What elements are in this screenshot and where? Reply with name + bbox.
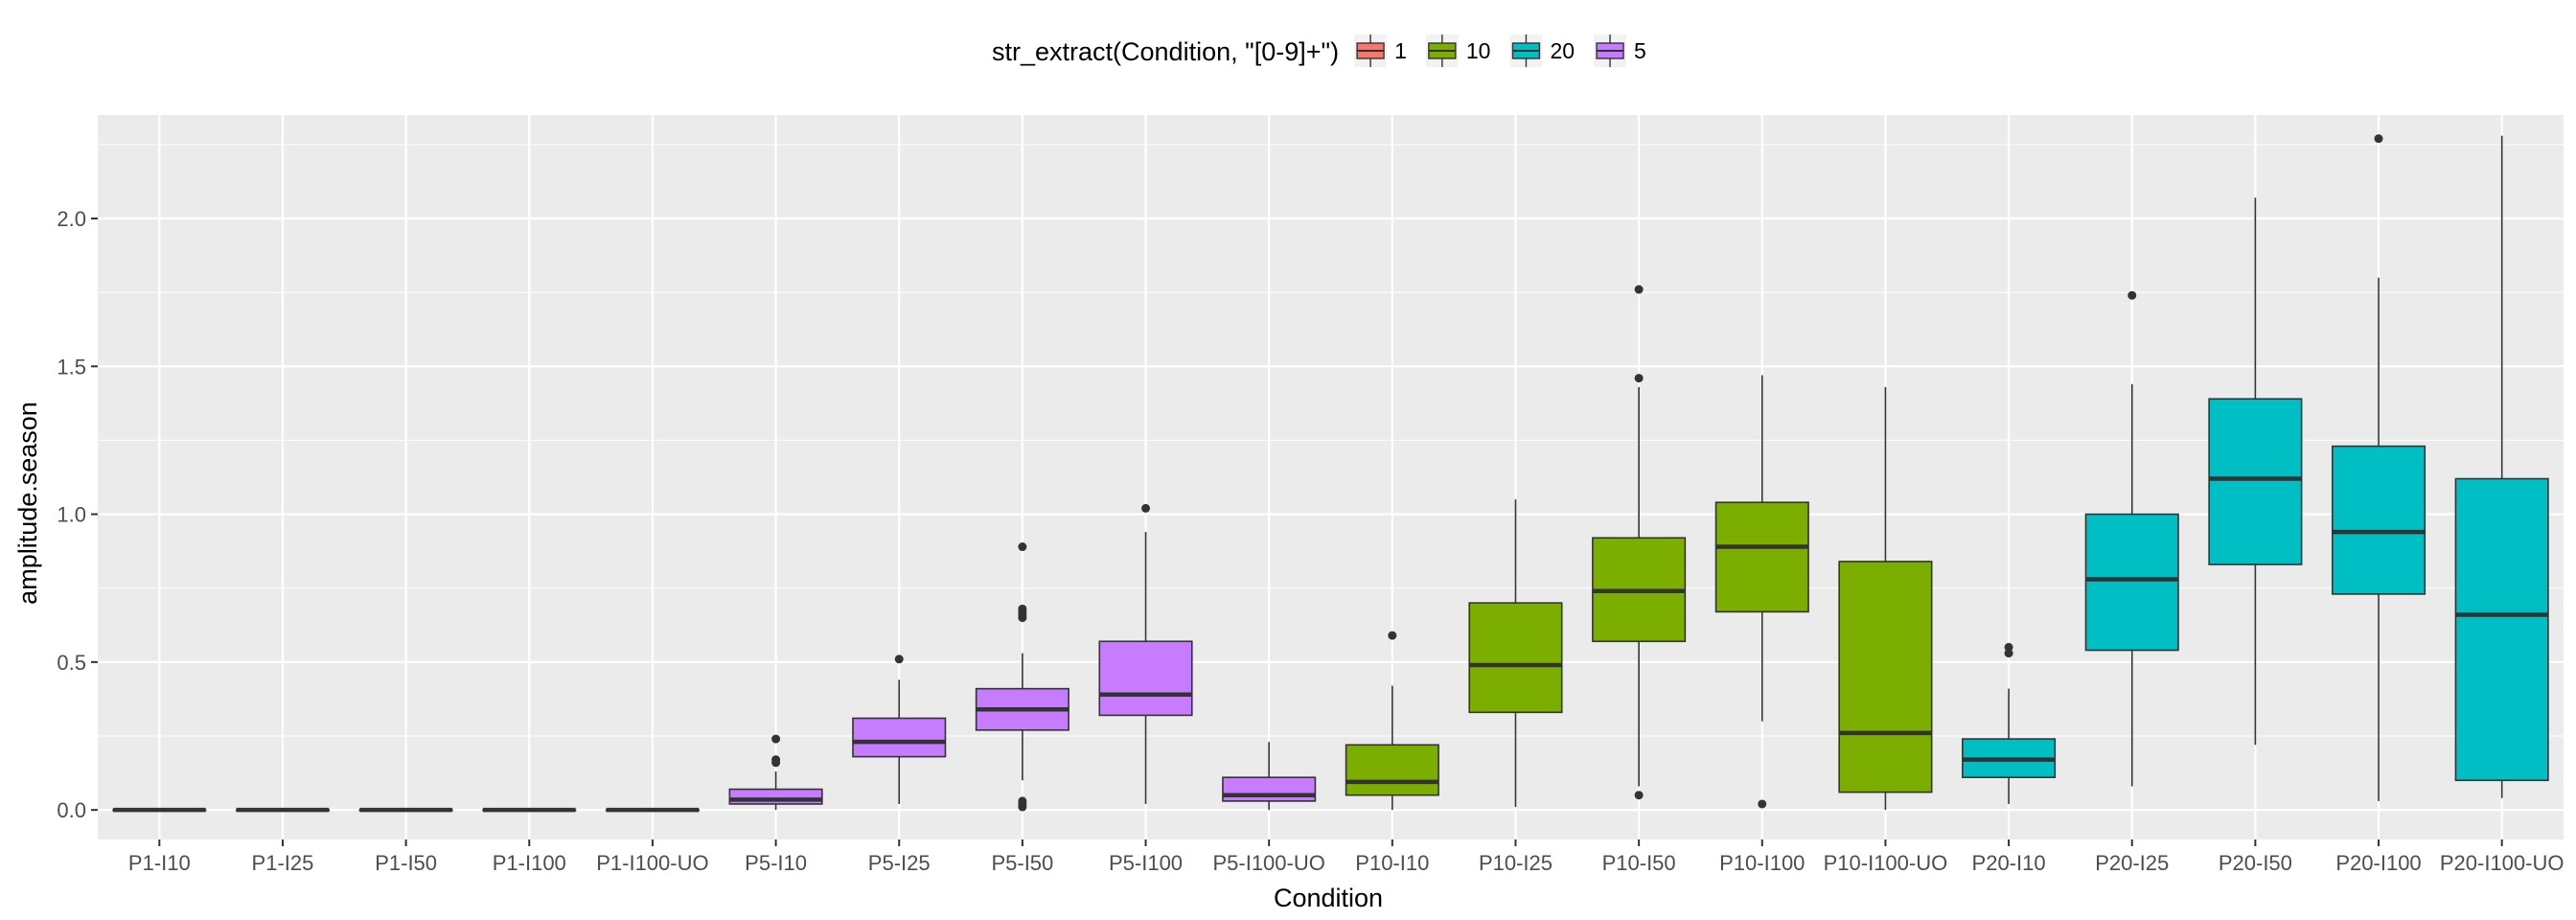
x-tick-label: P5-I10 <box>745 851 807 875</box>
x-tick-label: P20-I100 <box>2335 851 2421 875</box>
outlier-point <box>2004 642 2013 652</box>
outlier-point <box>1634 791 1644 800</box>
outlier-point <box>1141 503 1151 513</box>
outlier-point <box>1018 542 1027 552</box>
outlier-point <box>1634 374 1644 383</box>
x-tick-label: P1-I100-UO <box>596 851 708 875</box>
outlier-point <box>771 734 781 744</box>
legend-label: 10 <box>1466 38 1491 63</box>
x-tick-label: P5-I50 <box>991 851 1053 875</box>
x-tick-label: P20-I50 <box>2219 851 2292 875</box>
box-P1-I50 <box>358 807 453 813</box>
box-P5-I100 <box>1098 503 1193 804</box>
box-iqr <box>2084 513 2179 652</box>
y-axis-title: amplitude.season <box>13 402 42 605</box>
box-iqr <box>1468 602 1563 714</box>
legend-key-1: 1 <box>1354 34 1407 67</box>
legend-key-10: 10 <box>1425 34 1491 67</box>
box-P1-I10 <box>112 807 207 813</box>
x-tick-label: P5-I100 <box>1109 851 1183 875</box>
legend-keys: 1 10 20 5 <box>1354 34 1646 67</box>
box-P20-I10 <box>1962 642 2057 804</box>
box-P10-I25 <box>1468 499 1563 808</box>
box-iqr <box>2208 398 2303 565</box>
box-P1-I100 <box>482 807 577 813</box>
x-tick-label: P1-I25 <box>252 851 314 875</box>
outlier-point <box>1758 799 1767 809</box>
outlier-point <box>2004 649 2013 658</box>
legend-label: 20 <box>1550 38 1575 63</box>
legend-key-5: 5 <box>1594 34 1646 67</box>
box-P1-I25 <box>235 807 331 813</box>
box-P1-I100-UO <box>605 807 700 813</box>
plot-panel <box>98 115 2564 840</box>
y-tick-label: 1.5 <box>57 355 86 379</box>
box-iqr <box>1345 744 1439 796</box>
box-P20-I100 <box>2331 134 2426 801</box>
x-tick-label: P1-I100 <box>493 851 566 875</box>
x-tick-label: P20-I25 <box>2095 851 2169 875</box>
x-axis: P1-I10 P1-I25 P1-I50 P1-I100 P1-I100-UO P5-I1… <box>128 840 2564 875</box>
y-tick-label: 1.0 <box>57 503 86 527</box>
y-tick-label: 2.0 <box>57 207 86 231</box>
box-iqr <box>1714 501 1809 613</box>
x-tick-label: P10-I100 <box>1719 851 1805 875</box>
outlier-point <box>1018 796 1027 806</box>
legend-label: 1 <box>1394 38 1407 63</box>
x-tick-label: P20-I100-UO <box>2440 851 2564 875</box>
box-P10-I10 <box>1345 631 1439 811</box>
outlier-point <box>2128 290 2137 300</box>
x-tick-label: P10-I50 <box>1602 851 1676 875</box>
legend-title: str_extract(Condition, "[0-9]+") <box>992 37 1339 66</box>
box-P20-I50 <box>2208 197 2303 746</box>
y-tick-label: 0.5 <box>57 651 86 675</box>
box-P10-I100-UO <box>1838 386 1933 811</box>
x-tick-label: P5-I25 <box>868 851 931 875</box>
y-tick-label: 0.0 <box>57 798 86 822</box>
outlier-point <box>1634 285 1644 294</box>
gridlines <box>98 115 2564 840</box>
box-iqr <box>728 788 823 805</box>
x-tick-label: P1-I10 <box>128 851 191 875</box>
legend-key-20: 20 <box>1509 34 1575 67</box>
outlier-point <box>1388 631 1397 640</box>
boxes <box>112 134 2549 813</box>
box-iqr <box>1222 776 1317 802</box>
outlier-point <box>894 655 904 664</box>
legend: str_extract(Condition, "[0-9]+") 1 10 20 5 <box>992 34 1646 67</box>
x-tick-label: P5-I100-UO <box>1212 851 1324 875</box>
outlier-point <box>2374 134 2383 144</box>
x-tick-label: P10-I25 <box>1479 851 1552 875</box>
plot-area <box>98 115 2564 840</box>
box-P5-I10 <box>728 734 823 811</box>
box-P5-I100-UO <box>1222 742 1317 811</box>
legend-label: 5 <box>1634 38 1646 63</box>
x-tick-label: P10-I10 <box>1355 851 1429 875</box>
box-P5-I50 <box>975 542 1070 812</box>
y-axis: 0.0 0.5 1.0 1.5 2.0 <box>57 207 98 822</box>
box-P20-I25 <box>2084 290 2179 787</box>
x-tick-label: P10-I100-UO <box>1824 851 1948 875</box>
box-iqr <box>2331 445 2426 595</box>
box-P5-I25 <box>852 655 947 804</box>
box-iqr <box>1838 561 1933 794</box>
x-tick-label: P20-I10 <box>1972 851 2046 875</box>
box-P20-I100-UO <box>2454 135 2549 798</box>
outlier-point <box>1018 604 1027 613</box>
box-iqr <box>852 717 947 758</box>
box-iqr <box>2454 477 2549 782</box>
box-P10-I100 <box>1714 375 1809 809</box>
outlier-point <box>771 755 781 765</box>
box-iqr <box>1098 640 1193 717</box>
x-axis-title: Condition <box>1274 884 1383 912</box>
box-P10-I50 <box>1592 285 1687 800</box>
x-tick-label: P1-I50 <box>375 851 437 875</box>
